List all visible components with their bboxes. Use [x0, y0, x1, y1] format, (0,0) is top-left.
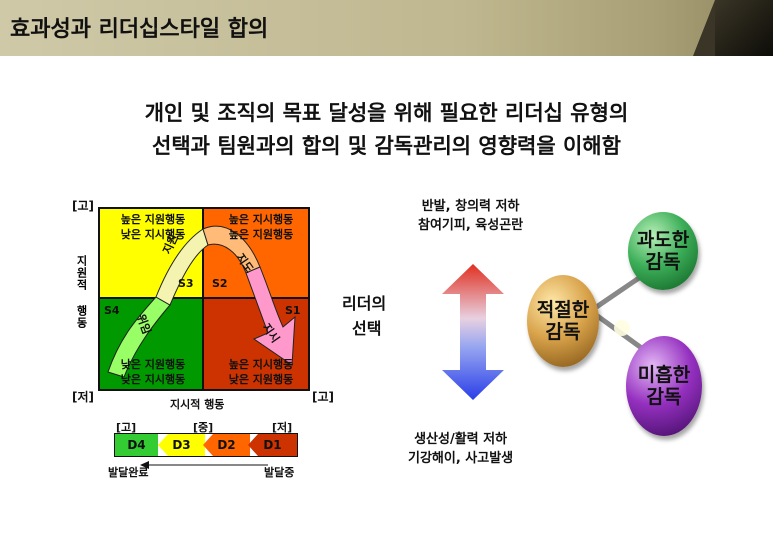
x-axis-title: 지시적 행동	[170, 398, 225, 411]
quadrant-s3-code: S3	[178, 277, 194, 290]
appropriate-supervision-line2: 감독	[545, 321, 581, 343]
development-arrow	[140, 461, 268, 469]
insufficient-supervision-line1: 미흡한	[637, 364, 691, 386]
development-level-d4: D4	[115, 434, 158, 456]
development-bar: D4 D3 D2 D1	[114, 433, 298, 457]
development-level-d1-code: D1	[263, 438, 282, 452]
quadrant-s3-line1: 높은 지원행동	[120, 213, 186, 226]
excessive-supervision-line1: 과도한	[636, 229, 690, 251]
subtitle-line-1: 개인 및 조직의 목표 달성을 위해 필요한 리더십 유형의	[144, 101, 629, 125]
insufficient-supervision-ball: 미흡한 감독	[626, 336, 702, 436]
leader-choice-label-line1: 리더의	[342, 294, 387, 313]
bottom-note-line2: 기강해이, 사고발생	[408, 451, 514, 466]
development-level-d3-code: D3	[172, 438, 191, 452]
development-level-d3: D3	[158, 434, 205, 456]
header-bar: 효과성과 리더십스타일 합의	[0, 0, 773, 56]
y-axis-low-label: [저]	[72, 390, 95, 404]
development-level-d1: D1	[248, 434, 297, 456]
development-right-caption: 발달중	[264, 466, 295, 479]
quadrant-s1-text: 높은 지시행동 낮은 지원행동	[216, 357, 306, 387]
appropriate-supervision-line1: 적절한	[536, 299, 590, 321]
subtitle-line-2: 선택과 팀원과의 합의 및 감독관리의 영향력을 이해함	[152, 134, 621, 158]
quadrant-s4-line1: 낮은 지원행동	[120, 358, 186, 371]
development-level-d2-code: D2	[217, 438, 236, 452]
page-title: 효과성과 리더십스타일 합의	[10, 17, 269, 42]
quadrant-s3-line2: 낮은 지시행동	[120, 228, 186, 241]
y-axis-title: 지원적 행동	[75, 255, 88, 329]
double-arrow-icon	[442, 264, 504, 400]
x-axis-high-label: [고]	[312, 390, 335, 404]
appropriate-supervision-ball: 적절한 감독	[527, 275, 599, 367]
header-accent-block	[715, 0, 773, 56]
curve-pink-segment	[245, 266, 296, 366]
quadrant-s2-code: S2	[212, 277, 228, 290]
quadrant-s4-line2: 낮은 지시행동	[120, 373, 186, 386]
quadrant-s1-code: S1	[285, 304, 301, 317]
top-note: 반발, 창의력 저하 참여기피, 육성곤란	[418, 195, 523, 233]
bottom-note: 생산성/활력 저하 기강해이, 사고발생	[408, 428, 513, 466]
development-high-label: [고]	[116, 421, 137, 434]
development-low-label: [저]	[272, 421, 293, 434]
leadership-curve	[107, 225, 296, 378]
quadrant-s2-text: 높은 지시행동 높은 지원행동	[216, 212, 306, 242]
development-left-caption: 발달완료	[108, 466, 149, 479]
quadrant-s1-line2: 낮은 지원행동	[228, 373, 294, 386]
quadrant-s1-line1: 높은 지시행동	[228, 358, 294, 371]
development-level-d4-code: D4	[127, 438, 146, 452]
excessive-supervision-ball: 과도한 감독	[628, 212, 698, 290]
quadrant-s4-text: 낮은 지원행동 낮은 지시행동	[108, 357, 198, 387]
development-mid-label: [중]	[193, 421, 214, 434]
quadrant-s2-line1: 높은 지시행동	[228, 213, 294, 226]
bottom-note-line1: 생산성/활력 저하	[414, 432, 508, 447]
y-axis-high-label: [고]	[72, 199, 95, 213]
insufficient-supervision-line2: 감독	[646, 386, 682, 408]
leader-choice-label-line2: 선택	[352, 319, 382, 338]
top-note-line2: 참여기피, 육성곤란	[418, 218, 524, 233]
quadrant-s4-code: S4	[104, 304, 120, 317]
quadrant-s3-text: 높은 지원행동 낮은 지시행동	[108, 212, 198, 242]
development-level-d2: D2	[203, 434, 250, 456]
header-notch	[693, 0, 715, 56]
top-note-line1: 반발, 창의력 저하	[421, 199, 520, 214]
excessive-supervision-line2: 감독	[645, 251, 681, 273]
quadrant-s2-line2: 높은 지원행동	[228, 228, 294, 241]
